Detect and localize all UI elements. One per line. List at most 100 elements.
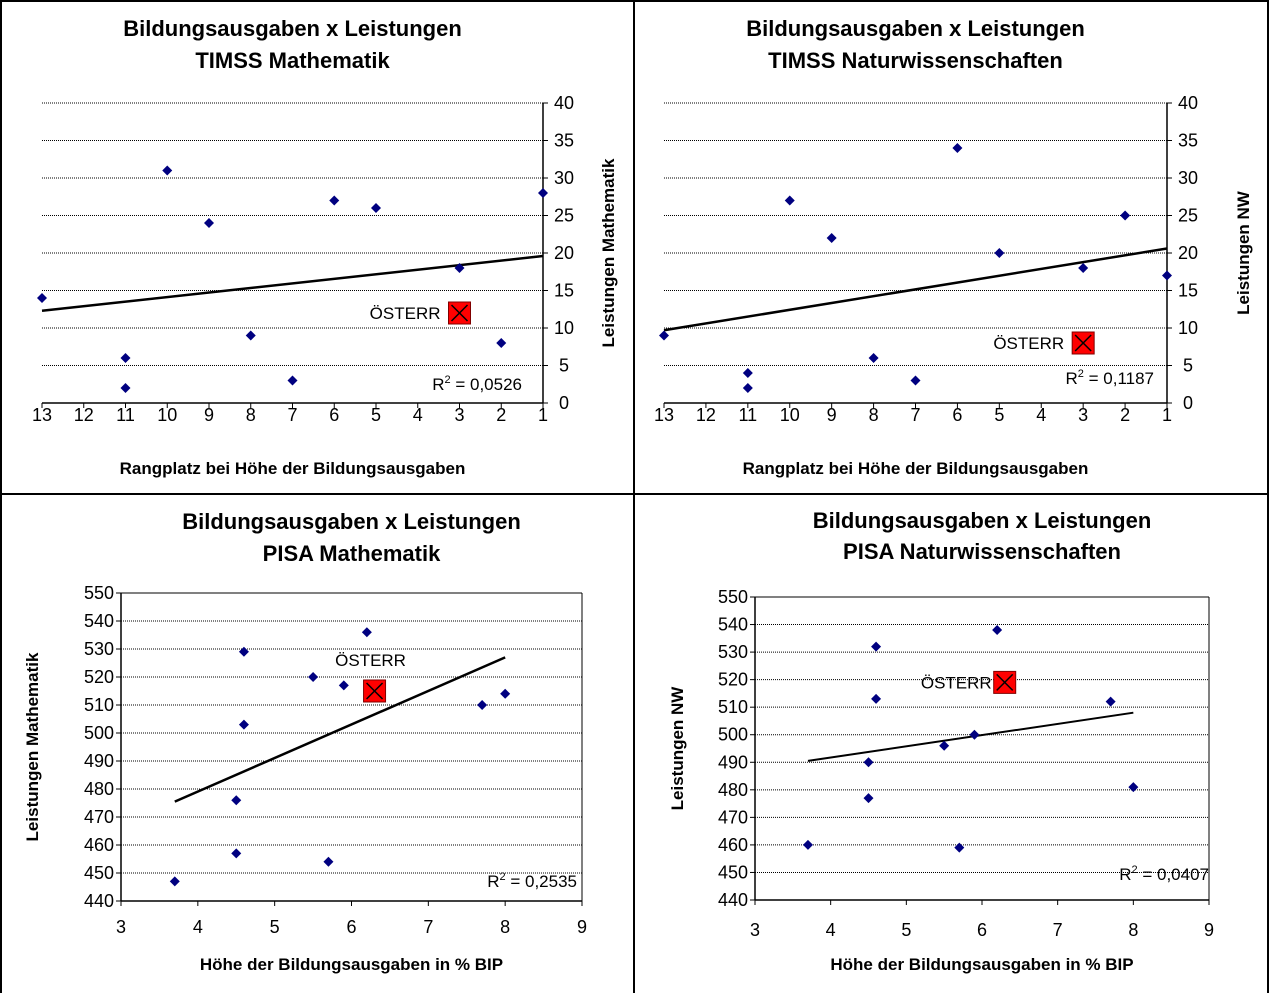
data-point: [231, 795, 242, 806]
trendline: [174, 656, 506, 803]
y-tick-label: 25: [554, 206, 574, 226]
y-tick-label: 530: [84, 639, 114, 659]
data-point: [538, 188, 548, 198]
data-point: [910, 375, 921, 386]
chart-title-line: Bildungsausgaben x Leistungen: [746, 16, 1085, 41]
y-tick-label: 450: [84, 863, 114, 883]
x-tick-label: 5: [270, 917, 280, 937]
r-squared-label: R2 = 0,1187: [1065, 368, 1154, 388]
data-point: [37, 293, 47, 303]
y-tick-label: 540: [718, 615, 748, 635]
chart-panel-timss-nw: Bildungsausgaben x Leistungen TIMSS Natur…: [635, 2, 1267, 493]
data-point: [371, 203, 381, 213]
x-tick-label: 4: [413, 405, 423, 425]
y-axis-label: Leistungen NW: [668, 686, 687, 811]
r-squared-value: = 0,1187: [1084, 369, 1154, 388]
data-point: [826, 233, 837, 243]
y-tick-label: 550: [84, 583, 114, 603]
chart-panel-timss-math: Bildungsausgaben x Leistungen TIMSS Mathe…: [2, 2, 633, 493]
data-point: [238, 719, 249, 730]
y-tick-label: 490: [84, 751, 114, 771]
y-tick-label: 500: [718, 725, 748, 745]
y-tick-label: 460: [718, 835, 748, 855]
y-tick-label: 480: [84, 779, 114, 799]
data-point: [308, 672, 319, 682]
r-squared-value: = 0,0407: [1138, 865, 1209, 884]
x-tick-label: 1: [538, 405, 548, 425]
x-tick-label: 2: [1120, 405, 1130, 425]
x-tick-label: 7: [910, 405, 920, 425]
data-point: [1162, 270, 1172, 281]
highlight-cross: [996, 673, 1014, 691]
x-tick-label: 6: [346, 917, 356, 937]
data-point: [454, 263, 465, 273]
data-point: [245, 330, 256, 341]
y-tick-label: 540: [84, 611, 114, 631]
data-point: [871, 641, 882, 652]
data-point: [287, 375, 298, 386]
x-tick-label: 10: [157, 405, 177, 425]
highlight-cross: [366, 682, 384, 700]
y-tick-label: 15: [554, 281, 574, 301]
x-tick-label: 2: [496, 405, 506, 425]
y-tick-label: 20: [554, 243, 574, 263]
data-point: [338, 680, 349, 691]
y-tick-label: 20: [1178, 243, 1198, 263]
x-tick-label: 7: [1053, 920, 1063, 940]
frame-divider-vertical: [633, 0, 635, 993]
data-point: [994, 248, 1005, 258]
y-tick-label: 550: [718, 587, 748, 607]
y-tick-label: 520: [718, 670, 748, 690]
chart-title-line: Bildungsausgaben x Leistungen: [813, 508, 1152, 533]
data-point: [1120, 210, 1131, 221]
y-tick-label: 35: [554, 131, 574, 151]
data-point: [323, 856, 334, 867]
chart-title-line: TIMSS Mathematik: [195, 48, 390, 73]
data-point: [361, 627, 372, 638]
y-tick-label: 30: [1178, 168, 1198, 188]
y-axis-label: Leistungen Mathematik: [599, 158, 618, 347]
y-tick-label: 440: [84, 891, 114, 911]
highlight-label: ÖSTERR: [921, 673, 992, 692]
x-tick-label: 6: [952, 405, 962, 425]
data-point: [784, 195, 795, 206]
frame-border-left: [0, 0, 2, 993]
y-tick-label: 40: [554, 93, 574, 113]
y-tick-label: 470: [718, 807, 748, 827]
data-point: [500, 688, 511, 699]
y-tick-label: 470: [84, 807, 114, 827]
y-tick-label: 0: [559, 393, 569, 413]
x-tick-label: 6: [977, 920, 987, 940]
x-tick-label: 4: [1036, 405, 1046, 425]
r-squared-value: = 0,0526: [451, 375, 522, 394]
x-axis-label: Rangplatz bei Höhe der Bildungsausgaben: [743, 459, 1089, 478]
x-tick-label: 3: [1078, 405, 1088, 425]
data-point: [952, 143, 963, 153]
highlight-label: ÖSTERR: [335, 651, 406, 670]
y-tick-label: 510: [84, 695, 114, 715]
r-squared-label: R2 = 0,0407: [1119, 864, 1209, 884]
x-tick-label: 3: [454, 405, 464, 425]
x-tick-label: 9: [1204, 920, 1214, 940]
x-tick-label: 3: [116, 917, 126, 937]
data-point: [496, 338, 507, 348]
data-point: [802, 839, 813, 850]
x-tick-label: 5: [901, 920, 911, 940]
data-point: [204, 218, 214, 228]
x-axis-label: Höhe der Bildungsausgaben in % BIP: [200, 955, 503, 974]
y-tick-label: 520: [84, 667, 114, 687]
x-tick-label: 3: [750, 920, 760, 940]
x-tick-label: 7: [287, 405, 297, 425]
data-point: [969, 729, 980, 740]
x-tick-label: 5: [994, 405, 1004, 425]
trendline: [807, 711, 1134, 762]
frame-divider-horizontal: [0, 493, 1269, 495]
x-tick-label: 4: [193, 917, 203, 937]
data-point: [120, 383, 131, 393]
chart-title-line: PISA Naturwissenschaften: [843, 539, 1121, 564]
y-tick-label: 480: [718, 780, 748, 800]
x-tick-label: 11: [116, 405, 135, 425]
data-point: [1105, 696, 1116, 707]
x-tick-label: 5: [371, 405, 381, 425]
y-axis-label: Leistungen NW: [1234, 190, 1253, 315]
